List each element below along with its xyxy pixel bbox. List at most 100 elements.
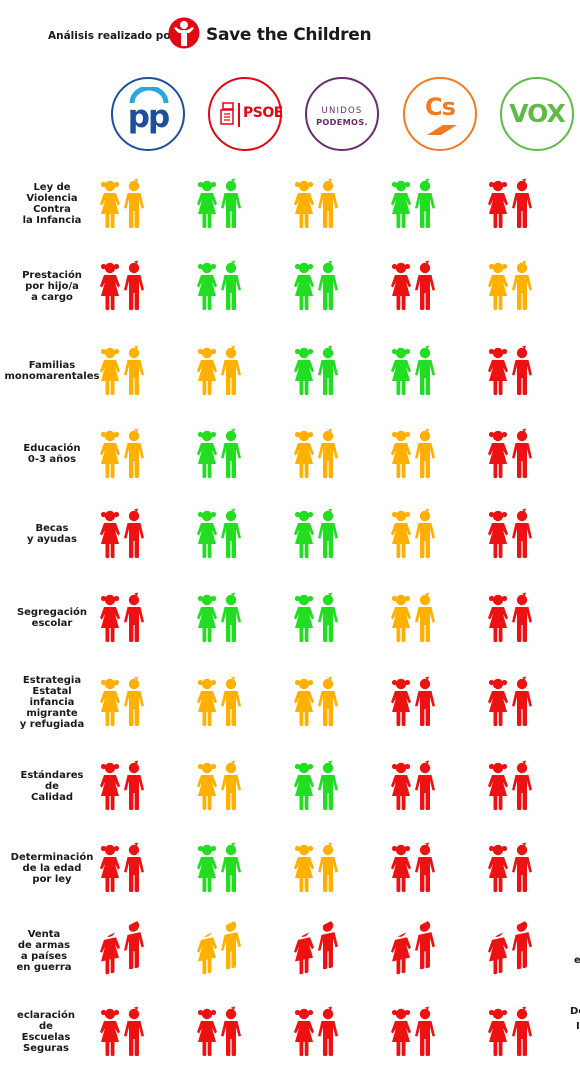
children-rating-icon bbox=[290, 760, 342, 812]
children-rating-icon bbox=[96, 345, 148, 397]
children-rating-icon bbox=[193, 345, 245, 397]
children-rating-icon bbox=[290, 428, 342, 480]
row-label-line: Determinación bbox=[10, 851, 94, 863]
row-label: Segregación escolar bbox=[0, 607, 104, 629]
children-rating-icon bbox=[387, 260, 439, 312]
edge-label-fragment: e bbox=[574, 955, 580, 966]
children-rating-icon bbox=[290, 676, 342, 728]
row-label-line: de la edad bbox=[22, 862, 82, 874]
cs-swoosh-icon bbox=[427, 125, 457, 135]
party-logo-cs: Cs bbox=[403, 77, 477, 151]
children-rating-icon bbox=[290, 345, 342, 397]
pp-arc-icon bbox=[129, 87, 169, 104]
children-rating-icon bbox=[387, 1006, 439, 1058]
row-label-line: en guerra bbox=[16, 962, 72, 973]
row-label-line: la Infancia bbox=[22, 215, 82, 226]
children-rating-icon bbox=[193, 592, 245, 644]
row-label-line: Estrategia bbox=[22, 674, 82, 686]
row-label-line: Becas bbox=[35, 523, 69, 534]
row-label-line: por hijo/a bbox=[25, 280, 79, 292]
row-label-line: migrante bbox=[26, 707, 78, 719]
children-rating-icon bbox=[387, 676, 439, 728]
header: Análisis realizado por: Save the Childre… bbox=[0, 16, 580, 60]
divider bbox=[238, 103, 240, 127]
row-label: Determinación de la edad por ley bbox=[0, 852, 104, 885]
row-label: Estándares de Calidad bbox=[0, 770, 104, 803]
row-label: Becas y ayudas bbox=[0, 523, 104, 545]
row-label-line: Educación bbox=[23, 443, 81, 454]
row-label-line: a países bbox=[20, 951, 68, 962]
row-label-line: y ayudas bbox=[27, 534, 77, 545]
party-logo-podemos: UNIDOS PODEMOS. bbox=[305, 77, 379, 151]
row-label: Ley de Violencia Contra la Infancia bbox=[0, 182, 104, 226]
party-label-line1: UNIDOS bbox=[321, 106, 363, 116]
row-label-line: monomarentales bbox=[4, 371, 100, 382]
row-label-line: escolar bbox=[31, 618, 73, 629]
children-rating-icon bbox=[96, 178, 148, 230]
children-rating-icon bbox=[96, 592, 148, 644]
row-label-line: infancia bbox=[29, 696, 75, 708]
row-label-line: Segregación bbox=[16, 607, 88, 618]
children-rating-icon bbox=[484, 842, 536, 894]
children-rating-icon bbox=[484, 345, 536, 397]
children-rating-icon bbox=[484, 676, 536, 728]
row-label-line: Prestación bbox=[22, 269, 82, 281]
children-rating-icon bbox=[96, 1006, 148, 1058]
children-rating-icon bbox=[290, 915, 342, 978]
row-label-line: 0-3 años bbox=[27, 454, 77, 465]
row-label-line: Calidad bbox=[30, 791, 73, 803]
children-rating-icon bbox=[387, 842, 439, 894]
row-label-line: a cargo bbox=[31, 291, 73, 303]
party-label-line2: PODEMOS. bbox=[316, 117, 368, 127]
children-rating-icon bbox=[193, 1006, 245, 1058]
children-rating-icon bbox=[484, 508, 536, 560]
children-rating-icon bbox=[193, 676, 245, 728]
children-rating-icon bbox=[96, 508, 148, 560]
party-label: PSOE bbox=[243, 105, 283, 121]
children-rating-icon bbox=[387, 345, 439, 397]
rose-fist-icon bbox=[220, 102, 234, 125]
row-label-line: de armas bbox=[17, 940, 71, 951]
children-rating-icon bbox=[96, 260, 148, 312]
row-label: Venta de armas a países en guerra bbox=[0, 929, 96, 973]
row-label: Prestación por hijo/a a cargo bbox=[0, 270, 104, 303]
party-logo-psoe: PSOE bbox=[208, 77, 283, 151]
children-rating-icon bbox=[193, 842, 245, 894]
party-logo-vox: VOX bbox=[500, 77, 574, 151]
edge-label-fragment: I bbox=[576, 1021, 580, 1032]
children-rating-icon bbox=[193, 760, 245, 812]
children-rating-icon bbox=[387, 428, 439, 480]
party-label: Cs bbox=[425, 93, 456, 121]
children-rating-icon bbox=[290, 178, 342, 230]
row-label-line: Familias bbox=[28, 360, 76, 371]
row-label-line: Estatal bbox=[32, 685, 72, 697]
row-label-line: y refugiada bbox=[19, 718, 85, 730]
children-rating-icon bbox=[193, 508, 245, 560]
row-label: Educación 0-3 años bbox=[0, 443, 104, 465]
row-label: Estrategia Estatal infancia migrante y refug… bbox=[0, 675, 104, 730]
children-rating-icon bbox=[484, 1006, 536, 1058]
party-label: VOX bbox=[509, 99, 566, 128]
row-label-line: eclaración bbox=[17, 1010, 75, 1021]
party-logo-pp: pp bbox=[111, 77, 185, 151]
row-label-line: Seguras bbox=[23, 1043, 69, 1054]
children-rating-icon bbox=[96, 760, 148, 812]
children-rating-icon bbox=[96, 915, 148, 978]
row-label-line: de bbox=[39, 1021, 53, 1032]
children-rating-icon bbox=[193, 178, 245, 230]
row-label-line: de bbox=[45, 780, 59, 792]
row-label-line: por ley bbox=[32, 873, 72, 885]
children-rating-icon bbox=[96, 676, 148, 728]
children-rating-icon bbox=[193, 915, 245, 978]
children-rating-icon bbox=[387, 592, 439, 644]
brand-name: Save the Children bbox=[206, 25, 372, 45]
row-label: eclaración de Escuelas Seguras bbox=[0, 1010, 98, 1054]
row-label-line: Venta bbox=[27, 929, 61, 940]
party-label: pp bbox=[127, 99, 170, 135]
row-label-line: Violencia bbox=[26, 193, 78, 204]
children-rating-icon bbox=[484, 260, 536, 312]
children-rating-icon bbox=[290, 842, 342, 894]
save-the-children-logo-icon bbox=[168, 17, 200, 49]
children-rating-icon bbox=[290, 260, 342, 312]
row-label-line: Ley de bbox=[33, 182, 71, 193]
